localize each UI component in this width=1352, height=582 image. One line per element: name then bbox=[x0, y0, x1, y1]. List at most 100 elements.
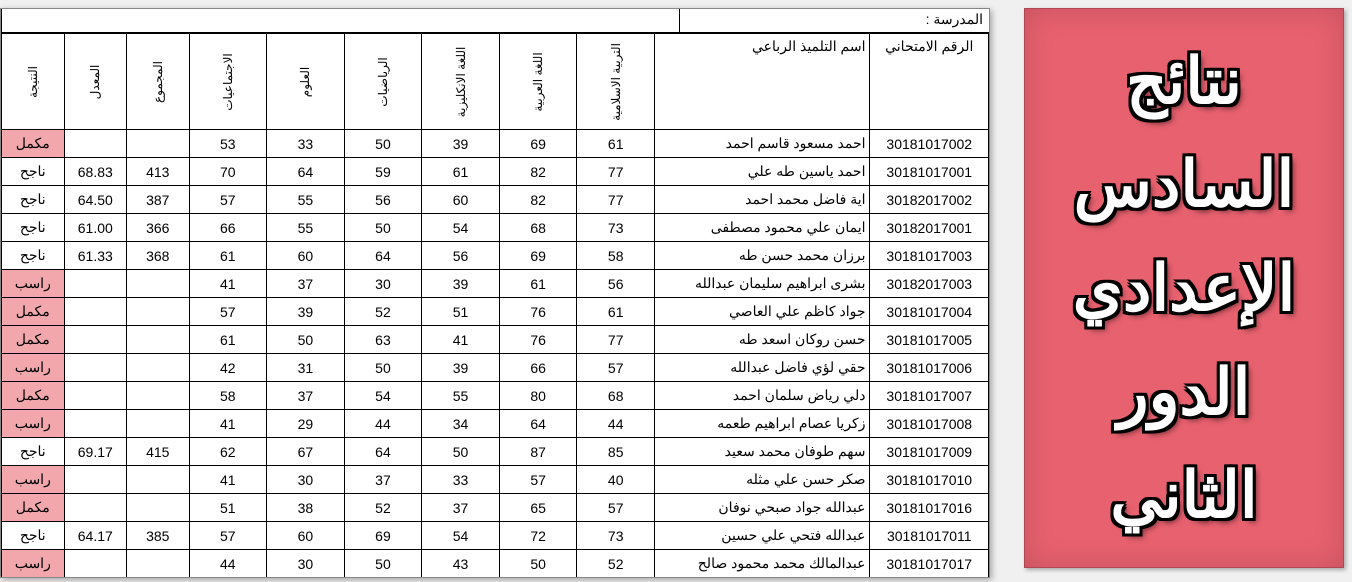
cell: 30 bbox=[344, 270, 422, 298]
cell: 50 bbox=[499, 550, 577, 578]
cell: احمد مسعود قاسم احمد bbox=[654, 130, 870, 158]
col-subj-4: العلوم bbox=[267, 34, 345, 130]
school-row: المدرسة : bbox=[1, 9, 989, 33]
cell bbox=[127, 578, 189, 579]
cell: 64 bbox=[499, 410, 577, 438]
results-table: الرقم الامتحاني اسم التلميذ الرباعي التر… bbox=[1, 33, 989, 578]
cell: 68.83 bbox=[64, 158, 126, 186]
cell bbox=[127, 494, 189, 522]
cell bbox=[64, 326, 126, 354]
cell: راسب bbox=[2, 354, 65, 382]
banner-word: الدور bbox=[1118, 360, 1251, 424]
table-row: 30182017001ايمان علي محمود مصطفى73685450… bbox=[2, 214, 989, 242]
cell: 30182017003 bbox=[870, 270, 989, 298]
cell bbox=[127, 270, 189, 298]
col-exam-no: الرقم الامتحاني bbox=[870, 34, 989, 130]
cell: مكمل bbox=[2, 382, 65, 410]
cell: 37 bbox=[344, 466, 422, 494]
cell: 39 bbox=[267, 298, 345, 326]
cell: ناجح bbox=[2, 438, 65, 466]
cell: 50 bbox=[422, 438, 500, 466]
cell: 44 bbox=[344, 410, 422, 438]
cell: 39 bbox=[422, 130, 500, 158]
table-row: 30181017007دلي رياض سلمان احمد6880555437… bbox=[2, 382, 989, 410]
cell: 30181017017 bbox=[870, 550, 989, 578]
table-row: 30181017010صكر حسن علي مثله405733373041ر… bbox=[2, 466, 989, 494]
cell: 55 bbox=[267, 186, 345, 214]
cell: 30181017005 bbox=[870, 326, 989, 354]
cell: عثمان شحاذه حسين مظلوم bbox=[654, 578, 870, 579]
cell: عبدالله جواد صبحي نوفان bbox=[654, 494, 870, 522]
cell: 33 bbox=[267, 130, 345, 158]
cell: 67 bbox=[577, 578, 655, 579]
cell bbox=[127, 382, 189, 410]
cell: 57 bbox=[577, 354, 655, 382]
cell: 39 bbox=[422, 578, 500, 579]
cell: بشرى ابراهيم سليمان عبدالله bbox=[654, 270, 870, 298]
cell: 64.17 bbox=[64, 522, 126, 550]
cell: راسب bbox=[2, 270, 65, 298]
cell bbox=[64, 550, 126, 578]
table-row: 30182017002اية فاضل محمد احمد77826056555… bbox=[2, 186, 989, 214]
cell bbox=[64, 354, 126, 382]
cell: 30181017009 bbox=[870, 438, 989, 466]
cell: 50 bbox=[267, 326, 345, 354]
cell: 77 bbox=[577, 186, 655, 214]
cell: 366 bbox=[127, 214, 189, 242]
col-avg: المعدل bbox=[64, 34, 126, 130]
cell: 55 bbox=[267, 214, 345, 242]
cell: 64 bbox=[344, 438, 422, 466]
cell bbox=[64, 298, 126, 326]
cell: 50 bbox=[344, 354, 422, 382]
cell: 37 bbox=[267, 382, 345, 410]
cell bbox=[127, 326, 189, 354]
table-row: 30181017016عبدالله جواد صبحي نوفان576537… bbox=[2, 494, 989, 522]
cell: 50 bbox=[267, 578, 345, 579]
cell: ناجح bbox=[2, 522, 65, 550]
cell: 56 bbox=[344, 186, 422, 214]
cell: مكمل bbox=[2, 298, 65, 326]
table-row: 30181017011عبدالله فتحي علي حسين73725469… bbox=[2, 522, 989, 550]
cell: 57 bbox=[189, 186, 267, 214]
table-row: 30182017003بشرى ابراهيم سليمان عبدالله56… bbox=[2, 270, 989, 298]
cell: 58 bbox=[189, 382, 267, 410]
cell: 52 bbox=[344, 298, 422, 326]
cell: 69 bbox=[344, 522, 422, 550]
cell: 37 bbox=[267, 270, 345, 298]
cell: 41 bbox=[422, 326, 500, 354]
cell bbox=[127, 298, 189, 326]
cell: 73 bbox=[577, 522, 655, 550]
cell: 59 bbox=[344, 158, 422, 186]
cell: حسن روكان اسعد طه bbox=[654, 326, 870, 354]
cell: 58 bbox=[577, 242, 655, 270]
cell: 71 bbox=[499, 578, 577, 579]
cell: 39 bbox=[422, 270, 500, 298]
cell: 85 bbox=[577, 438, 655, 466]
table-row: 30181017006حقي لؤي فاضل عبدالله576639503… bbox=[2, 354, 989, 382]
cell: 413 bbox=[127, 158, 189, 186]
cell: راسب bbox=[2, 466, 65, 494]
banner-word: الثاني bbox=[1110, 463, 1257, 527]
cell: 68 bbox=[577, 382, 655, 410]
cell bbox=[64, 410, 126, 438]
cell: 68 bbox=[499, 214, 577, 242]
table-row: 30181017009سهم طوفان محمد سعيد8587506467… bbox=[2, 438, 989, 466]
cell: 82 bbox=[499, 186, 577, 214]
cell: حقي لؤي فاضل عبدالله bbox=[654, 354, 870, 382]
cell: 30182017001 bbox=[870, 214, 989, 242]
cell: سهم طوفان محمد سعيد bbox=[654, 438, 870, 466]
cell: 66 bbox=[499, 354, 577, 382]
cell: 54 bbox=[344, 382, 422, 410]
cell: 82 bbox=[499, 158, 577, 186]
cell: 77 bbox=[577, 326, 655, 354]
cell: 87 bbox=[499, 438, 577, 466]
cell bbox=[127, 130, 189, 158]
cell bbox=[64, 494, 126, 522]
cell: 30181017011 bbox=[870, 522, 989, 550]
cell: 30181017012 bbox=[870, 578, 989, 579]
cell: 41 bbox=[189, 466, 267, 494]
cell: ايمان علي محمود مصطفى bbox=[654, 214, 870, 242]
table-row: 30181017003برزان محمد حسن طه586956646061… bbox=[2, 242, 989, 270]
school-label: المدرسة : bbox=[679, 9, 989, 32]
title-banner: نتائج السادس الإعدادي الدور الثاني bbox=[1024, 8, 1344, 568]
